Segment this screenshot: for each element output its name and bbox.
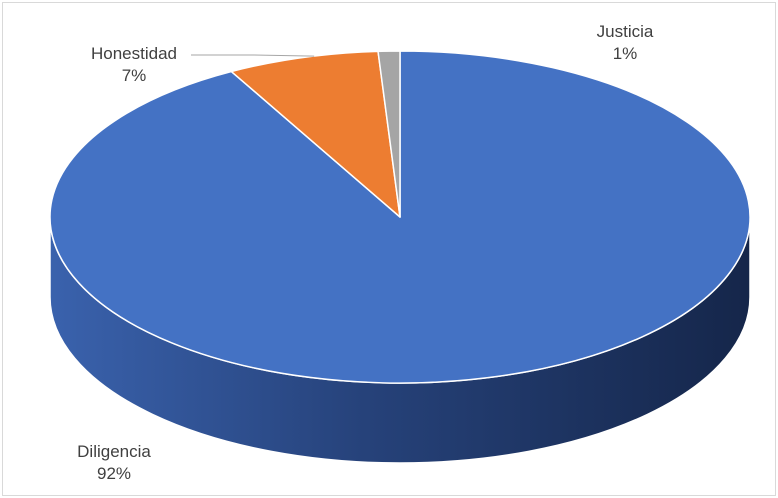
data-label-honestidad-percent: 7% [121, 66, 147, 85]
pie-chart [49, 50, 751, 464]
pie-slice-honestidad [230, 50, 401, 218]
pie-slice-justicia [377, 50, 401, 218]
data-label-honestidad: Honestidad 7% [69, 43, 199, 87]
data-label-diligencia-percent: 92% [96, 464, 132, 483]
data-label-diligencia-name: Diligencia [77, 442, 151, 461]
data-label-justicia-name: Justicia [596, 22, 654, 41]
leader-line-honestidad [191, 54, 315, 57]
data-label-honestidad-name: Honestidad [90, 44, 177, 63]
data-label-justicia-percent: 1% [612, 44, 638, 63]
data-label-justicia: Justicia 1% [575, 21, 675, 65]
data-label-diligencia: Diligencia 92% [49, 441, 179, 485]
